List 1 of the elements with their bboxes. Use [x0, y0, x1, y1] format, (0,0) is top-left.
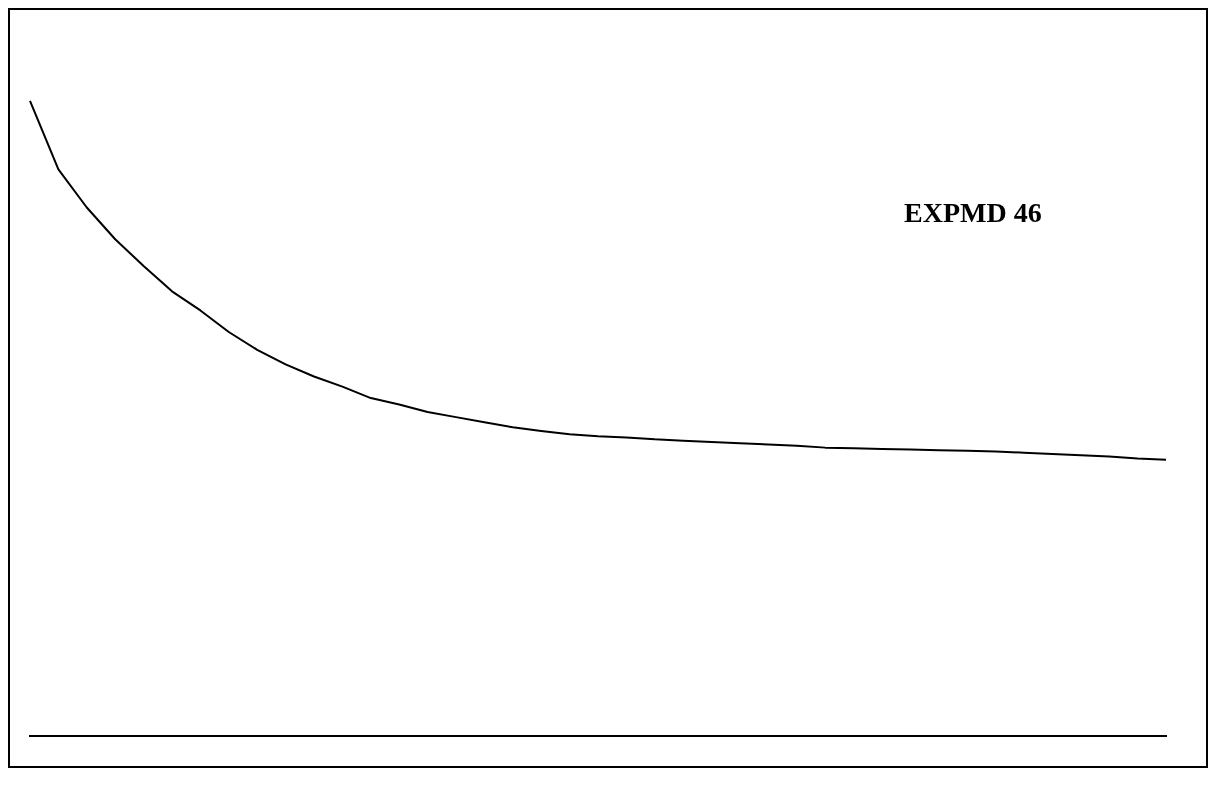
annotation: EXPMD 46 — [904, 196, 1042, 228]
